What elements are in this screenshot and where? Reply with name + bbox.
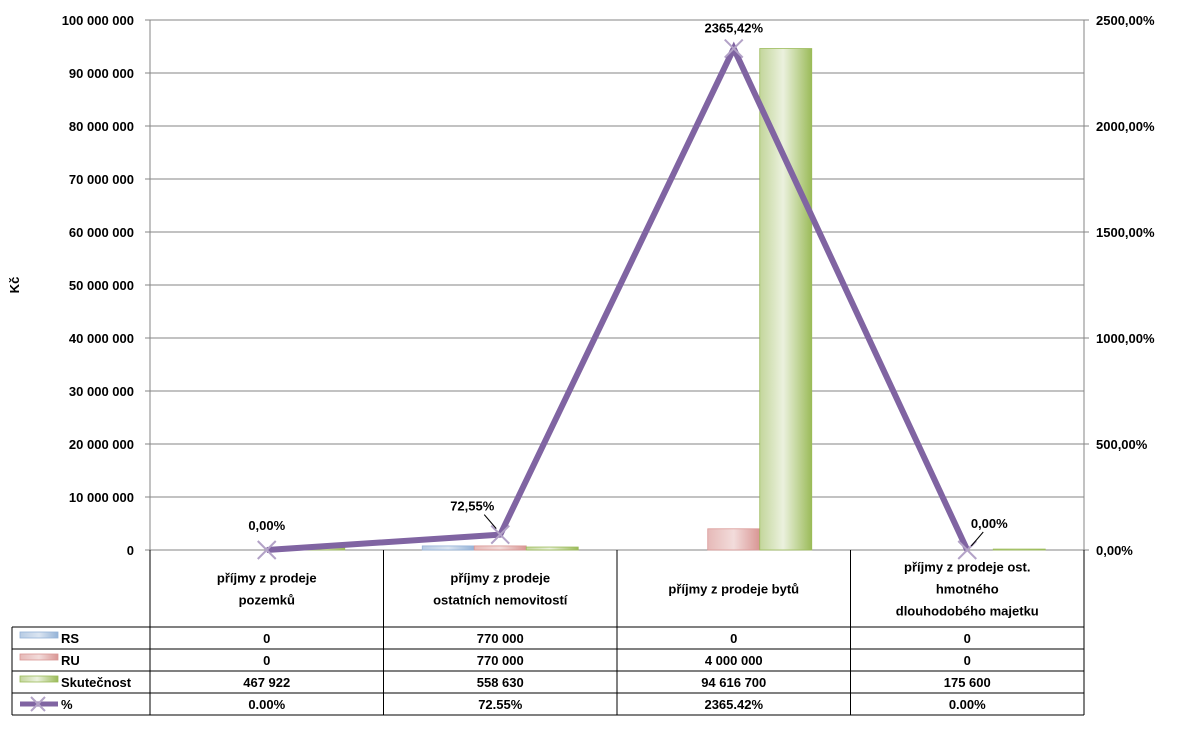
y-tick-label: 70 000 000 (69, 172, 134, 187)
percent-line (266, 41, 970, 553)
y-tick-label: 100 000 000 (62, 13, 134, 28)
bar-rs (421, 545, 475, 551)
category-label: příjmy z prodeje (450, 571, 550, 586)
y-tick-label: 30 000 000 (69, 384, 134, 399)
legend-marker-percent (30, 696, 46, 712)
legend-key-skutečnost (19, 675, 59, 683)
percent-marker (724, 38, 744, 59)
legend-label: RS (61, 631, 79, 646)
y-tick-label: 20 000 000 (69, 437, 134, 452)
table-cell: 2365.42% (704, 697, 763, 712)
leader-line (483, 514, 497, 529)
table-cell: 770 000 (477, 631, 524, 646)
y2-tick-label: 0,00% (1096, 543, 1133, 558)
table-cell: 0 (730, 631, 737, 646)
bar-skutečnost (759, 48, 813, 551)
leader-line (970, 531, 984, 547)
table-cell: 0.00% (949, 697, 986, 712)
bar-ru (707, 528, 761, 551)
bar-skutečnost (992, 548, 1046, 551)
percent-data-label: 72,55% (450, 499, 495, 514)
y-tick-label: 90 000 000 (69, 66, 134, 81)
category-label: příjmy z prodeje (217, 571, 317, 586)
bar-ru (473, 545, 527, 551)
category-label: hmotného (936, 582, 999, 597)
category-label: dlouhodobého majetku (896, 604, 1039, 619)
y-tick-label: 60 000 000 (69, 225, 134, 240)
y-tick-label: 80 000 000 (69, 119, 134, 134)
percent-data-label: 2365,42% (704, 21, 763, 36)
table-cell: 0 (263, 631, 270, 646)
table-cell: 0 (964, 631, 971, 646)
data-table: příjmy z prodeje pozemků příjmy z prodeje o… (11, 550, 1085, 716)
table-cell: 467 922 (243, 675, 290, 690)
table-cell: 175 600 (944, 675, 991, 690)
category-label: příjmy z prodeje ost. (904, 560, 1030, 575)
y-tick-label: 50 000 000 (69, 278, 134, 293)
category-label: pozemků (239, 593, 295, 608)
percent-line-series: 0,00% 72,55% 2365,42% 0,00% (248, 21, 1008, 560)
y2-tick-label: 1000,00% (1096, 331, 1155, 346)
legend-label: Skutečnost (61, 675, 132, 690)
table-cell: 0.00% (248, 697, 285, 712)
legend-key-rs (19, 631, 59, 639)
y-tick-label: 0 (127, 543, 134, 558)
axes: 0 10 000 000 20 000 000 30 000 000 40 000 00… (7, 13, 1155, 558)
percent-data-label: 0,00% (248, 518, 285, 533)
table-cell: 0 (263, 653, 270, 668)
category-label: ostatních nemovitostí (433, 593, 568, 608)
table-cell: 0 (964, 653, 971, 668)
y-tick-label: 10 000 000 (69, 490, 134, 505)
y2-tick-label: 2500,00% (1096, 13, 1155, 28)
table-cell: 72.55% (478, 697, 523, 712)
table-cell: 4 000 000 (705, 653, 763, 668)
percent-data-label: 0,00% (971, 516, 1008, 531)
y2-tick-label: 2000,00% (1096, 119, 1155, 134)
table-cell: 94 616 700 (701, 675, 766, 690)
bar-skutečnost (525, 546, 579, 551)
percent-marker (490, 524, 510, 545)
legend-label: RU (61, 653, 80, 668)
percent-marker (257, 540, 277, 560)
y2-tick-label: 1500,00% (1096, 225, 1155, 240)
y-tick-label: 40 000 000 (69, 331, 134, 346)
y-axis-title: Kč (7, 277, 22, 294)
category-label: příjmy z prodeje bytů (668, 582, 799, 597)
table-cell: 558 630 (477, 675, 524, 690)
legend-label: % (61, 697, 73, 712)
y2-tick-label: 500,00% (1096, 437, 1148, 452)
legend-key-ru (19, 653, 59, 661)
table-cell: 770 000 (477, 653, 524, 668)
